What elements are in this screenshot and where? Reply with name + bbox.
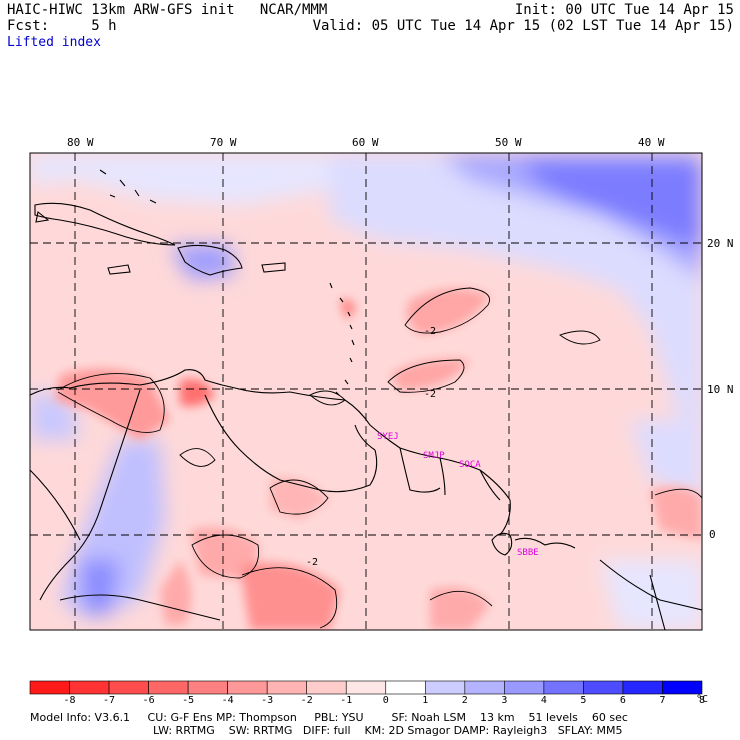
contour-label: -2 — [424, 326, 437, 337]
colorbar-swatch — [424, 680, 466, 695]
lat-label-20n: 20 N — [707, 237, 734, 250]
colorbar-tick-label: -4 — [221, 695, 234, 706]
colorbar-swatch — [543, 680, 584, 695]
colorbar-swatch — [622, 680, 663, 695]
contour-label: -2 — [306, 557, 319, 568]
colorbar-tick-label: 0 — [382, 695, 389, 706]
colorbar-swatch — [69, 680, 110, 695]
colorbar-tick-label: 2 — [461, 695, 468, 706]
model-title: HAIC-HIWC 13km ARW-GFS init NCAR/MMM — [7, 2, 328, 18]
lon-label-60w: 60 W — [352, 136, 379, 149]
colorbar-swatch — [583, 680, 624, 695]
station-label-soca: SOCA — [459, 460, 481, 470]
model-info-line1: Model Info: V3.6.1 CU: G-F Ens MP: Thomp… — [30, 711, 628, 724]
colorbar-tick-label: 8 — [698, 695, 706, 706]
colorbar-tick-label: -7 — [103, 695, 116, 706]
model-info-line2: LW: RRTMG SW: RRTMG DIFF: full KM: 2D Sm… — [153, 724, 623, 737]
contour-label: -2 — [424, 389, 437, 400]
colorbar-tick-label: -3 — [261, 695, 274, 706]
colorbar-swatch — [227, 680, 268, 695]
colorbar-swatch — [29, 680, 70, 695]
lon-label-40w: 40 W — [638, 136, 665, 149]
colorbar-tick-label: -1 — [340, 695, 353, 706]
field-name: Lifted index — [7, 35, 101, 50]
colorbar-tick-label: 6 — [619, 695, 626, 706]
colorbar-tick-label: -8 — [63, 695, 76, 706]
init-time: Init: 00 UTC Tue 14 Apr 15 — [514, 2, 734, 18]
colorbar-tick-label: 1 — [422, 695, 429, 706]
colorbar-tick-label: 3 — [501, 695, 508, 706]
colorbar-unit: °C — [696, 694, 709, 705]
colorbar-swatch — [345, 680, 387, 695]
lon-label-50w: 50 W — [495, 136, 522, 149]
forecast-hour: Fcst: 5 h — [7, 18, 117, 34]
graticule — [30, 153, 702, 630]
colorbar-tick-label: 7 — [659, 695, 666, 706]
colorbar-tick-label: -2 — [300, 695, 313, 706]
station-label-smjp: SMJP — [423, 451, 445, 461]
colorbar-swatch — [187, 680, 228, 695]
colorbar-tick-label: -5 — [182, 695, 195, 706]
colorbar-swatch — [108, 680, 149, 695]
station-label-syej: SYEJ — [377, 432, 399, 442]
lon-label-80w: 80 W — [67, 136, 94, 149]
lat-label-10n: 10 N — [707, 383, 734, 396]
lat-label-0: 0 — [709, 528, 716, 541]
colorbar-swatch — [464, 680, 505, 695]
colorbar-swatch — [504, 680, 545, 695]
colorbar-swatch — [266, 680, 308, 695]
colorbar-swatch — [148, 680, 189, 695]
colorbar-swatch — [385, 680, 426, 695]
lon-label-70w: 70 W — [210, 136, 237, 149]
colorbar-tick-label: 4 — [540, 695, 547, 706]
colorbar-tick-label: -6 — [142, 695, 155, 706]
colorbar-swatch — [662, 680, 703, 695]
valid-time: Valid: 05 UTC Tue 14 Apr 15 (02 LST Tue … — [312, 18, 734, 34]
colorbar-tick-label: 5 — [580, 695, 587, 706]
colorbar-swatch — [306, 680, 347, 695]
station-label-sbbe: SBBE — [517, 548, 539, 558]
colorbar — [29, 680, 703, 695]
